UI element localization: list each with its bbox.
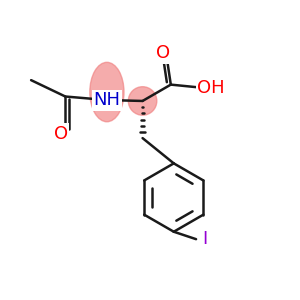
- Circle shape: [128, 87, 157, 115]
- Text: OH: OH: [197, 79, 225, 97]
- Text: I: I: [202, 230, 208, 248]
- Ellipse shape: [90, 62, 124, 122]
- Text: O: O: [54, 125, 68, 143]
- Text: NH: NH: [93, 91, 120, 109]
- Text: O: O: [156, 44, 170, 62]
